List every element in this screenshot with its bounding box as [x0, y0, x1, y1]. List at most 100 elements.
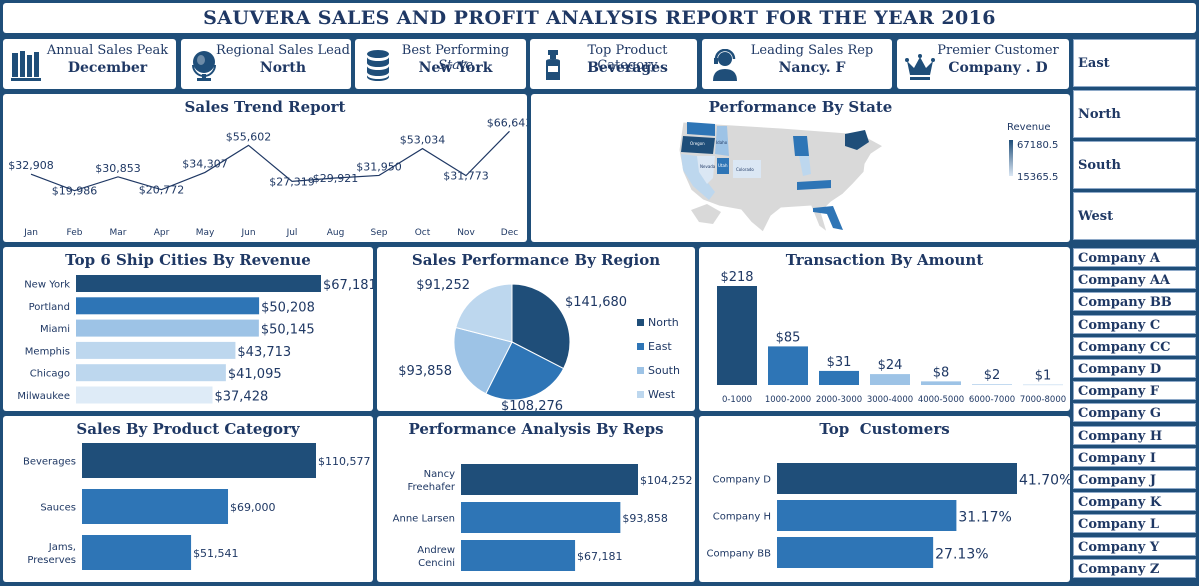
bar-nancy-freehafer[interactable] — [461, 464, 638, 495]
slicer-company-item[interactable]: Company L — [1073, 514, 1196, 534]
slicer-company-item[interactable]: Company BB — [1073, 292, 1196, 312]
slicer-company-item[interactable]: Company F — [1073, 381, 1196, 401]
slicer-region-east[interactable]: East — [1073, 39, 1196, 87]
bar-value-label: $69,000 — [230, 501, 276, 514]
us-mainland-shape — [678, 121, 884, 234]
crown-icon — [905, 54, 935, 80]
slicer-company-item[interactable]: Company Z — [1073, 558, 1196, 578]
bar-transaction-range[interactable] — [768, 346, 808, 385]
bar-beverages[interactable] — [82, 443, 316, 478]
top-customers-chart: 41.70% Company D 31.17% Company H 27.13% Comp… — [707, 463, 1070, 568]
bar-company-d[interactable] — [777, 463, 1017, 494]
pie-slice-north[interactable] — [511, 283, 571, 370]
bar-jams-preserves[interactable] — [82, 535, 192, 570]
sales-trend-chart: $32,908 $19,986 $30,853 $20,772 $34,307 $55,6… — [8, 116, 527, 238]
bar-chicago[interactable] — [76, 364, 226, 382]
trend-data-label: $55,602 — [226, 130, 272, 143]
bar-andrew-cencini[interactable] — [461, 540, 576, 571]
trend-x-tick: Dec — [501, 228, 518, 238]
pie-slice-south[interactable] — [453, 326, 513, 395]
bar-transaction-range[interactable] — [1023, 384, 1063, 386]
bar-new-york[interactable] — [76, 275, 321, 292]
trend-data-label: $31,773 — [443, 170, 489, 183]
bar-transaction-range[interactable] — [972, 384, 1012, 385]
kpi-value: North — [259, 60, 307, 76]
slicer-company-item[interactable]: Company H — [1073, 425, 1196, 445]
trend-data-label: $66,643 — [487, 116, 527, 129]
bar-transaction-range[interactable] — [921, 381, 961, 385]
us-map[interactable]: Oregon Idaho Nevada Utah Colorado Revenu… — [531, 94, 1070, 242]
bar-category-label: Sauces — [40, 503, 76, 514]
bar-category-label: Company D — [713, 475, 772, 486]
legend-label: West — [648, 388, 676, 401]
globe-icon — [192, 51, 216, 81]
state-utah — [717, 158, 729, 174]
bar-value-label: $85 — [776, 330, 801, 345]
pie-slice-east[interactable] — [485, 341, 565, 401]
slicer-company-item[interactable]: Company A — [1073, 248, 1196, 267]
trend-x-tick: Feb — [67, 228, 83, 238]
pie-slice-west[interactable] — [455, 283, 513, 343]
slicer-company-item[interactable]: Company Y — [1073, 536, 1196, 556]
bar-value-label: $93,858 — [622, 512, 668, 525]
report-title: SAUVERA SALES AND PROFIT ANALYSIS REPORT… — [3, 3, 1196, 33]
bar-transaction-range[interactable] — [819, 370, 859, 385]
transactions-panel: Transaction By Amount $218 0-1000 $85 1000-… — [699, 247, 1070, 411]
slicer-region-south[interactable]: South — [1073, 141, 1196, 189]
bar-milwaukee[interactable] — [76, 386, 213, 404]
bar-category-label: 6000-7000 — [969, 395, 1015, 405]
ship-cities-panel: Top 6 Ship Cities By Revenue $67,181 New … — [3, 247, 373, 411]
bar-category-label: Anne Larsen — [393, 514, 455, 525]
pie-value-label: $91,252 — [416, 278, 470, 293]
slicer-company-item[interactable]: Company C — [1073, 314, 1196, 334]
pie-value-label: $141,680 — [565, 295, 627, 310]
bar-anne-larsen[interactable] — [461, 502, 621, 533]
kpi-card-top-category: Top Product Category Beverages — [530, 39, 697, 89]
state-wisconsin — [793, 136, 809, 156]
bar-value-label: $31 — [827, 355, 852, 370]
bar-value-label: $51,541 — [193, 547, 239, 560]
bar-category-label: Memphis — [25, 346, 70, 357]
trend-data-label: $20,772 — [139, 184, 185, 197]
top-customers-panel: Top Customers 41.70% Company D 31.17% Compa… — [699, 416, 1070, 582]
slicer-company-item[interactable]: Company D — [1073, 359, 1196, 378]
state-map-panel: Performance By State Oregon Idaho Nevada… — [531, 94, 1070, 242]
slicer-company-item[interactable]: Company CC — [1073, 336, 1196, 356]
slicer-company-item[interactable]: Company G — [1073, 403, 1196, 423]
slicer-region-west[interactable]: West — [1073, 192, 1196, 240]
trend-x-tick: Aug — [327, 228, 345, 238]
slicer-company-item[interactable]: Company AA — [1073, 270, 1196, 290]
bar-category-label: 1000-2000 — [765, 395, 811, 405]
kpi-value: Nancy. F — [778, 60, 846, 76]
trend-data-label: $30,853 — [95, 162, 141, 175]
slicer-company-item[interactable]: Company J — [1073, 470, 1196, 489]
trend-data-label: $53,034 — [400, 134, 446, 147]
ship-cities-chart: $67,181 New York $50,208 Portland $50,145 Mia… — [17, 275, 373, 405]
trend-x-tick: Jan — [23, 228, 38, 238]
books-icon — [11, 51, 41, 81]
headset-agent-icon — [713, 49, 737, 81]
bar-company-bb[interactable] — [777, 537, 934, 568]
bar-value-label: 41.70% — [1019, 473, 1070, 489]
trend-data-label: $32,908 — [8, 159, 54, 172]
bar-transaction-range[interactable] — [870, 374, 910, 385]
bar-transaction-range[interactable] — [717, 286, 757, 385]
bar-portland[interactable] — [76, 297, 260, 315]
bar-company-h[interactable] — [777, 500, 957, 531]
bar-miami[interactable] — [76, 319, 259, 337]
trend-data-label: $31,950 — [356, 160, 402, 173]
bar-category-label: Andrew — [417, 545, 455, 556]
slicer-region-north[interactable]: North — [1073, 90, 1196, 138]
state-florida — [813, 206, 843, 230]
slicer-company-item[interactable]: Company K — [1073, 492, 1196, 512]
chart-title: Sales Trend Report — [184, 98, 346, 116]
bar-category-label: Cencini — [418, 558, 455, 569]
bar-memphis[interactable] — [76, 341, 236, 359]
bar-sauces[interactable] — [82, 489, 229, 524]
slicer-company-item[interactable]: Company I — [1073, 447, 1196, 467]
trend-data-label: $34,307 — [182, 157, 228, 170]
database-icon — [367, 50, 389, 81]
bar-category-label: 3000-4000 — [867, 395, 913, 405]
kpi-card-sales-rep: Leading Sales Rep Nancy. F — [702, 39, 892, 89]
reps-chart: $104,252 Nancy Freehafer $93,858 Anne Larsen… — [393, 464, 693, 571]
